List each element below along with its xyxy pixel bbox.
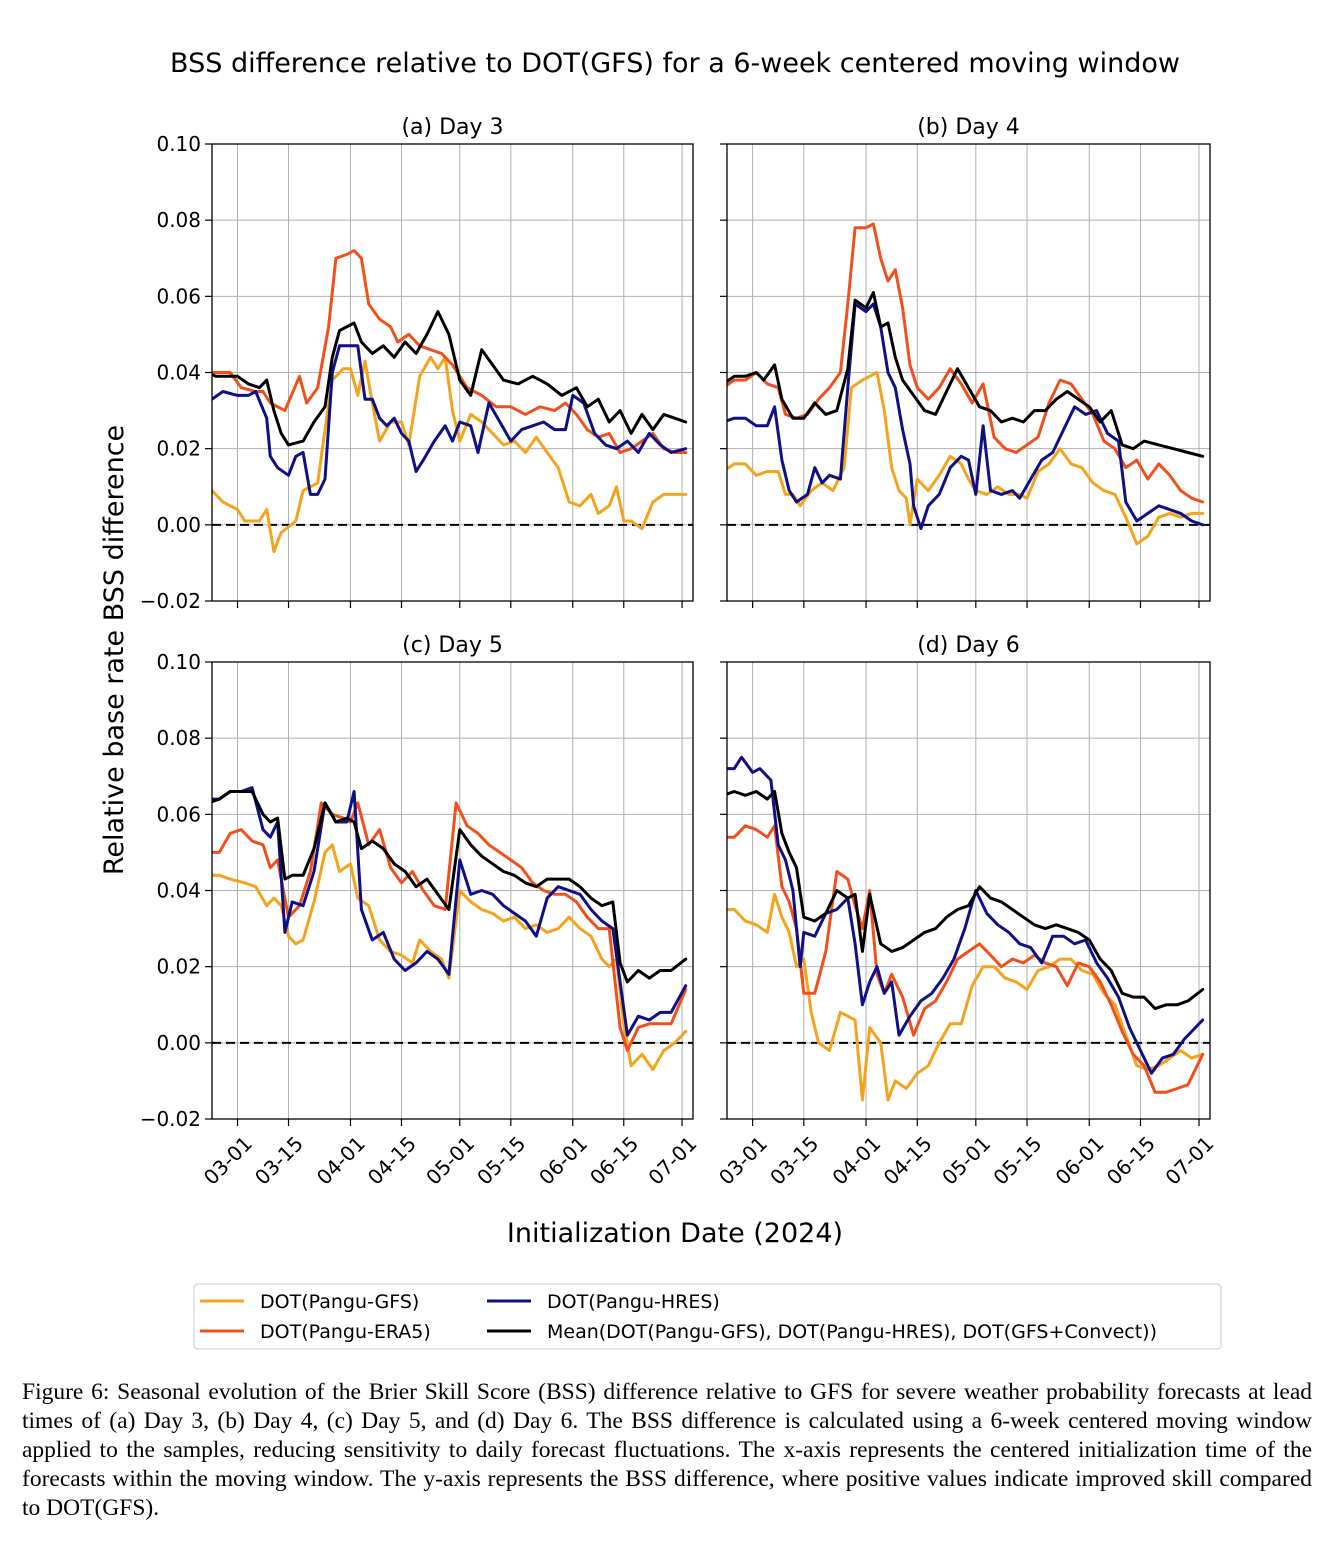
y-tick-label: 0.00 xyxy=(156,1031,201,1055)
x-tick-label: 04-01 xyxy=(827,1131,885,1189)
axes-frame xyxy=(211,661,694,1120)
y-tick-label: 0.08 xyxy=(156,208,201,232)
x-tick-label: 05-01 xyxy=(421,1131,479,1189)
x-tick-label: 04-15 xyxy=(363,1131,421,1189)
series-line xyxy=(727,291,1205,458)
y-tick-label: 0.02 xyxy=(156,955,201,979)
x-tick-label: 07-01 xyxy=(1160,1131,1218,1189)
series-line xyxy=(727,222,1205,504)
y-tick-label: 0.00 xyxy=(156,513,201,537)
y-axis-label: Relative base rate BSS difference xyxy=(99,425,130,875)
subplot-1: (a) Day 3 0.10 0.08 0.06 0.04 0.02 0.00 −0.02 xyxy=(140,115,694,613)
x-tick-label: 07-01 xyxy=(643,1131,701,1189)
y-tick-label: 0.02 xyxy=(156,437,201,461)
x-axis-label: Initialization Date (2024) xyxy=(507,1218,843,1249)
legend-label: Mean(DOT(Pangu-GFS), DOT(Pangu-HRES), DO… xyxy=(547,1321,1157,1343)
axes-frame xyxy=(726,661,1211,1120)
x-tick-label: 05-15 xyxy=(472,1131,530,1189)
y-tick-label: −0.02 xyxy=(140,589,201,613)
figure-caption: Figure 6: Seasonal evolution of the Brie… xyxy=(22,1379,1312,1521)
series-group xyxy=(212,786,688,1071)
y-tick-label: 0.04 xyxy=(156,361,201,385)
legend-box xyxy=(193,1283,1222,1350)
series-line xyxy=(212,843,688,1071)
series-line xyxy=(727,371,1205,546)
legend-label: DOT(Pangu-GFS) xyxy=(260,1291,419,1313)
subplot-title: (b) Day 4 xyxy=(917,115,1020,140)
suptitle: BSS difference relative to DOT(GFS) for … xyxy=(170,48,1180,79)
subplot-title: (d) Day 6 xyxy=(917,633,1020,658)
series-group xyxy=(727,222,1205,546)
series-group xyxy=(727,755,1205,1102)
series-line xyxy=(727,892,1205,1102)
x-tick-label: 04-01 xyxy=(312,1131,370,1189)
y-tick-label: 0.04 xyxy=(156,879,201,903)
series-line xyxy=(727,790,1205,1011)
series-line xyxy=(727,302,1205,531)
x-tick-label: 06-01 xyxy=(534,1131,592,1189)
axes-frame xyxy=(211,143,694,602)
series-line xyxy=(727,755,1205,1075)
x-tick-label: 03-15 xyxy=(765,1131,823,1189)
y-tick-label: 0.10 xyxy=(156,132,201,156)
series-line xyxy=(212,249,688,454)
y-tick-label: 0.08 xyxy=(156,726,201,750)
series-line xyxy=(212,310,688,447)
x-tick-label: 06-01 xyxy=(1051,1131,1109,1189)
figure: BSS difference relative to DOT(GFS) for … xyxy=(99,48,1222,1350)
x-tick-label: 04-15 xyxy=(879,1131,937,1189)
x-tick-label: 03-15 xyxy=(250,1131,308,1189)
legend-label: DOT(Pangu-HRES) xyxy=(547,1291,720,1313)
legend-label: DOT(Pangu-ERA5) xyxy=(260,1321,431,1343)
subplot-grid: (a) Day 3 0.10 0.08 0.06 0.04 0.02 0.00 −0.02 (b… xyxy=(140,115,1219,1190)
subplot-3: (c) Day 50.100.080.060.040.020.00−0.0203… xyxy=(140,633,702,1190)
series-line xyxy=(212,786,688,1037)
series-line xyxy=(212,355,688,553)
x-tick-label: 05-01 xyxy=(937,1131,995,1189)
y-tick-label: 0.06 xyxy=(156,802,201,826)
series-line xyxy=(212,790,688,984)
subplot-2: (b) Day 4 xyxy=(720,115,1211,608)
subplot-title: (c) Day 5 xyxy=(402,633,503,658)
axes-frame xyxy=(726,143,1211,602)
x-tick-label: 03-01 xyxy=(199,1131,257,1189)
x-tick-label: 05-15 xyxy=(988,1131,1046,1189)
series-group xyxy=(212,249,688,553)
series-line xyxy=(212,344,688,496)
x-tick-label: 06-15 xyxy=(1102,1131,1160,1189)
y-tick-label: −0.02 xyxy=(140,1107,201,1131)
legend: DOT(Pangu-GFS) DOT(Pangu-ERA5) DOT(Pangu-H… xyxy=(193,1283,1222,1350)
y-tick-label: 0.10 xyxy=(156,650,201,674)
x-tick-label: 03-01 xyxy=(714,1131,772,1189)
subplot-title: (a) Day 3 xyxy=(401,115,503,140)
y-tick-label: 0.06 xyxy=(156,284,201,308)
x-tick-label: 06-15 xyxy=(585,1131,643,1189)
